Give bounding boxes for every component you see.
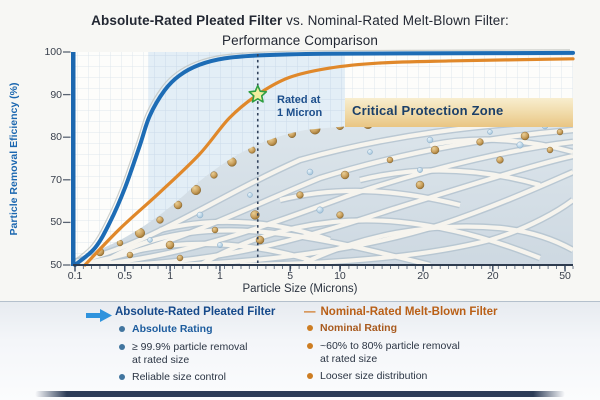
x-tick-label: 20 — [486, 270, 499, 282]
y-tick-label: 80 — [50, 131, 62, 144]
bullet-dot-icon — [307, 373, 313, 380]
title-line2: Performance Comparison — [221, 32, 378, 48]
legend-left-header: Absolute-Rated Pleated Filter — [115, 306, 276, 318]
bullet-text: ~60% to 80% particle removal at rated si… — [320, 339, 460, 365]
bullet-dot-icon — [307, 342, 313, 349]
legend-bullet-item: ≥ 99.9% particle removal at rated size — [119, 341, 304, 367]
bullet-text: Reliable size control — [132, 371, 226, 384]
bullet-text: Nominal Rating — [320, 322, 398, 334]
bullet-text: Absolute Rating — [132, 323, 213, 335]
bullet-dot-icon — [119, 374, 125, 381]
absolute-curve — [73, 50, 575, 267]
title-line1-bold: Absolute-Rated Pleated Filter — [91, 13, 283, 28]
x-tick-label: 50 — [559, 270, 571, 282]
x-tick-label: 1 — [216, 270, 223, 282]
x-tick-label: 20 — [417, 270, 429, 282]
x-tick-label: 0.5 — [117, 270, 133, 282]
bullet-dot-icon — [307, 325, 313, 331]
title-line1: Absolute-Rated Pleated Filter vs. Nomina… — [0, 11, 600, 31]
y-tick-label: 70 — [50, 173, 62, 186]
bullet-text: Looser size distribution — [320, 370, 428, 383]
bullet-text: ≥ 99.9% particle removal at rated size — [132, 340, 248, 366]
y-axis-title: Particle Removal Eficiency (%) — [8, 82, 20, 236]
rated-point-star-icon — [248, 84, 268, 103]
x-tick-label: 1 — [167, 270, 174, 282]
legend-right-bullet-list: Nominal Rating ~60% to 80% particle remov… — [307, 322, 492, 388]
rated-at-line1: Rated at — [277, 94, 321, 106]
filter-fibers-illustration — [75, 118, 573, 265]
legend-bullet-item: ~60% to 80% particle removal at rated si… — [307, 340, 492, 366]
x-tick-label: 5 — [287, 270, 294, 282]
x-tick-label: 0.1 — [67, 270, 83, 282]
critical-zone-banner — [345, 98, 573, 127]
bullet-dot-icon — [119, 343, 125, 350]
y-tick-label: 90 — [50, 88, 62, 101]
page-title: Absolute-Rated Pleated Filter vs. Nomina… — [0, 11, 600, 50]
rated-at-annotation: Rated at 1 Micron — [277, 94, 322, 120]
bottom-accent-bar — [35, 391, 565, 397]
nominal-line-swatch: — — [304, 306, 316, 318]
legend-bullet-item: Reliable size control — [119, 371, 304, 384]
rated-at-line2: 1 Micron — [277, 106, 323, 119]
axis-tick-marks — [63, 51, 574, 272]
bullet-dot-icon — [119, 326, 125, 332]
y-tick-label: 100 — [44, 46, 62, 58]
curve-shadow — [71, 49, 571, 263]
y-tick-label: 50 — [50, 216, 62, 229]
y-tick-label: 50 — [50, 259, 62, 271]
x-axis-title: Particle Size (Microns) — [242, 283, 358, 295]
title-line1-rest: vs. Nominal-Rated Melt-Blown Filter: — [282, 13, 509, 28]
y-axis-line — [71, 52, 76, 266]
legend-left-bullet-list: Absolute Rating ≥ 99.9% particle removal … — [119, 323, 304, 389]
x-tick-label: 10 — [334, 270, 346, 282]
legend-bullet-item: Nominal Rating — [307, 322, 492, 335]
legend-right-header: — Nominal-Rated Melt-Blown Filter — [304, 306, 497, 318]
legend-bullet-item: Absolute Rating — [119, 323, 304, 336]
critical-zone-label: Critical Protection Zone — [352, 103, 504, 118]
legend-bullet-item: Looser size distribution — [307, 370, 492, 383]
legend-right-header-text: Nominal-Rated Melt-Blown Filter — [320, 306, 498, 318]
